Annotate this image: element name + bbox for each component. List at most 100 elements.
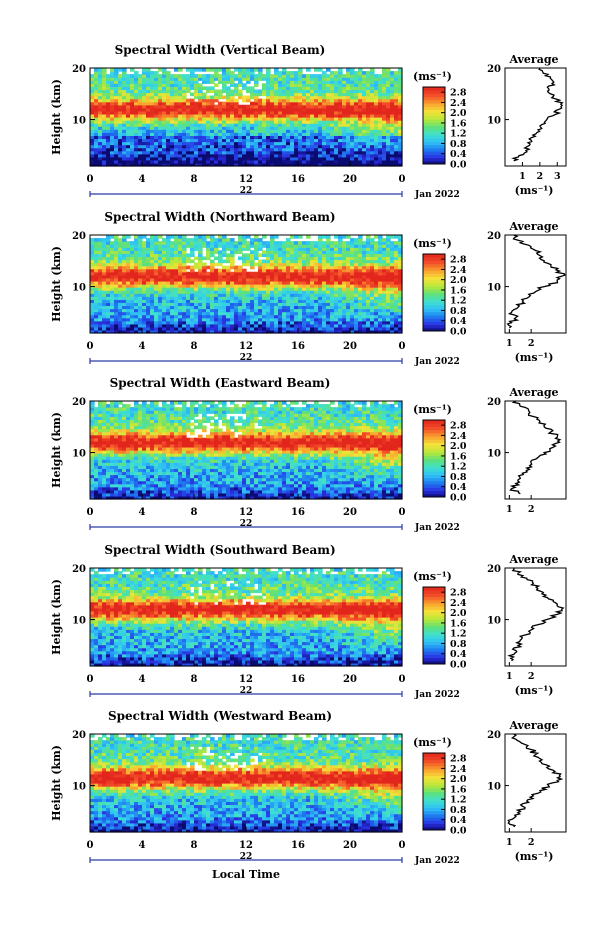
heatmap-cell (110, 135, 115, 140)
heatmap-cell (218, 135, 223, 140)
heatmap-cell (94, 98, 99, 103)
heatmap-cell (362, 113, 367, 118)
heatmap-cell (314, 107, 319, 112)
heatmap-cell (194, 113, 199, 118)
heatmap-cell (214, 150, 219, 155)
heatmap-cell (122, 141, 127, 146)
heatmap-cell (122, 123, 127, 127)
heatmap-cell (214, 123, 219, 127)
heatmap-cell (294, 101, 299, 106)
heatmap-cell (254, 262, 259, 267)
heatmap-cell (218, 147, 223, 152)
heatmap-cell (306, 129, 311, 133)
heatmap-cell (238, 144, 243, 149)
heatmap-cell (354, 138, 359, 143)
heatmap-cell (326, 120, 331, 124)
heatmap-cell (198, 83, 203, 87)
heatmap-cell (186, 265, 191, 270)
heatmap-cell (338, 110, 343, 115)
heatmap-cell (142, 107, 147, 112)
heatmap-cell (214, 104, 219, 109)
heatmap-cell (166, 113, 171, 118)
heatmap-cell (110, 126, 115, 130)
heatmap-cell (258, 144, 263, 149)
heatmap-cell (334, 162, 339, 167)
colorbar-band (423, 266, 445, 271)
heatmap-cell (306, 74, 311, 78)
heatmap-cell (286, 129, 291, 133)
heatmap-cell (118, 238, 123, 242)
heatmap-cell (154, 123, 159, 127)
heatmap-cell (210, 159, 215, 164)
heatmap-cell (218, 101, 223, 106)
heatmap-cell (270, 107, 275, 112)
heatmap-cell (182, 126, 187, 130)
heatmap-cell (90, 126, 95, 130)
heatmap-cell (154, 141, 159, 146)
heatmap-cell (178, 113, 183, 118)
heatmap-cell (206, 95, 211, 100)
heatmap-cell (318, 147, 323, 152)
heatmap-cell (182, 123, 187, 127)
heatmap-cell (298, 135, 303, 140)
heatmap-cell (370, 107, 375, 112)
heatmap-cell (354, 104, 359, 109)
heatmap-cell (382, 113, 387, 118)
heatmap-cell (382, 138, 387, 143)
heatmap-cell (206, 241, 211, 245)
heatmap-cell (298, 113, 303, 118)
heatmap-cell (214, 135, 219, 140)
heatmap-cell (278, 138, 283, 143)
heatmap-cell (158, 162, 163, 167)
heatmap-cell (186, 138, 191, 143)
heatmap-cell (182, 132, 187, 136)
colorbar-band (423, 154, 445, 159)
heatmap-cell (110, 235, 115, 239)
heatmap-cell (130, 126, 135, 130)
heatmap-cell (250, 110, 255, 115)
heatmap-cell (106, 113, 111, 118)
heatmap-cell (230, 159, 235, 164)
heatmap-cell (334, 104, 339, 109)
heatmap-cell (270, 144, 275, 149)
heatmap-cell (210, 86, 215, 91)
heatmap-cell (302, 129, 307, 133)
heatmap-cell (190, 238, 195, 242)
heatmap-cell (262, 156, 267, 161)
heatmap-cell (182, 235, 187, 239)
colorbar-band (423, 279, 445, 284)
heatmap-cell (206, 144, 211, 149)
heatmap-cell (278, 104, 283, 109)
heatmap-cell (350, 120, 355, 124)
heatmap-cell (126, 156, 131, 161)
heatmap-cell (334, 144, 339, 149)
heatmap-cell (98, 138, 103, 143)
heatmap-cell (266, 144, 271, 149)
heatmap-cell (326, 235, 331, 239)
heatmap-cell (394, 241, 399, 245)
heatmap-cell (226, 141, 231, 146)
heatmap-cell (254, 101, 259, 106)
heatmap-cell (354, 129, 359, 133)
heatmap-cell (238, 162, 243, 167)
heatmap-cell (154, 235, 159, 239)
heatmap-cell (174, 162, 179, 167)
heatmap-cell (162, 147, 167, 152)
heatmap-cell (338, 150, 343, 155)
heatmap-cell (350, 123, 355, 127)
heatmap-cell (374, 144, 379, 149)
heatmap-cell (250, 138, 255, 143)
heatmap-cell (102, 123, 107, 127)
heatmap-cell (114, 120, 119, 124)
heatmap-cell (110, 141, 115, 146)
heatmap-cell (390, 126, 395, 130)
heatmap-cell (194, 144, 199, 149)
heatmap-cell (370, 156, 375, 161)
heatmap-cell (310, 132, 315, 136)
heatmap-cell (350, 153, 355, 158)
heatmap-cell (158, 235, 163, 239)
heatmap-cell (334, 132, 339, 136)
colorbar-band (423, 128, 445, 133)
heatmap-cell (274, 159, 279, 164)
heatmap-cell (162, 68, 167, 72)
